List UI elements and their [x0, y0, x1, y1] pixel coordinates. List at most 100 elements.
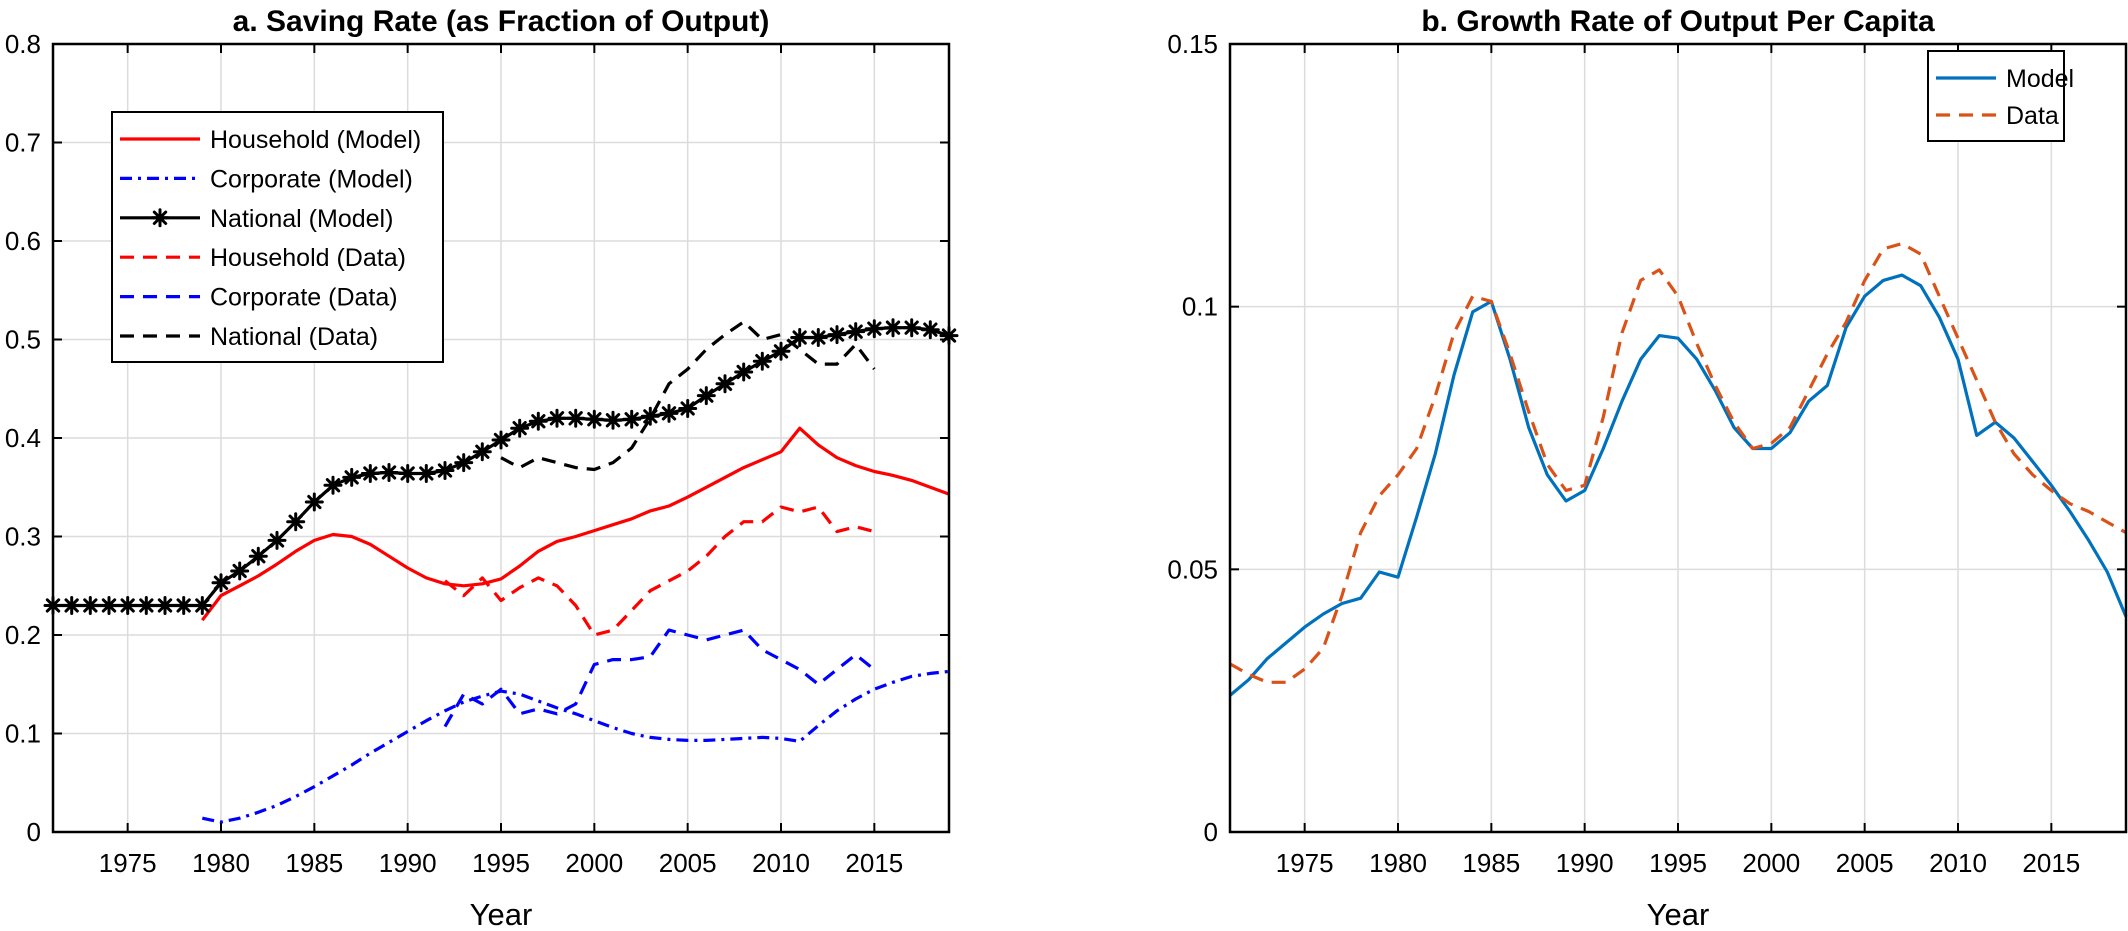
asterisk-marker [883, 318, 903, 338]
y-tick-label: 0.05 [1167, 554, 1218, 584]
y-tick-label: 0.8 [5, 29, 41, 59]
x-tick-label: 1995 [1649, 848, 1707, 878]
x-tick-label: 1980 [192, 848, 250, 878]
legend: Household (Model) Corporate (Model) Nation… [111, 111, 444, 363]
x-tick-label: 2000 [565, 848, 623, 878]
asterisk-marker [211, 573, 231, 593]
asterisk-marker [790, 328, 810, 347]
x-tick-label: 1990 [379, 848, 437, 878]
asterisk-marker [435, 461, 455, 480]
x-tick-label: 1975 [99, 848, 157, 878]
legend-box [111, 111, 444, 363]
x-tick-label: 2010 [752, 848, 810, 878]
series-line-5 [500, 320, 876, 472]
asterisk-marker [734, 362, 754, 382]
series-line-3 [444, 505, 875, 637]
x-tick-label: 1985 [1462, 848, 1520, 878]
x-tick-label: 1985 [285, 848, 343, 878]
asterisk-marker [920, 320, 940, 340]
asterisk-marker [136, 596, 156, 615]
x-tick-label: 1995 [472, 848, 530, 878]
y-tick-label: 0 [27, 817, 41, 847]
asterisk-marker [491, 430, 511, 450]
asterisk-marker [752, 351, 772, 371]
x-tick-label: 2010 [1929, 848, 1987, 878]
asterisk-marker [528, 411, 548, 431]
x-tick-label: 2005 [1836, 848, 1894, 878]
y-tick-label: 0.6 [5, 226, 41, 256]
asterisk-marker [342, 467, 362, 487]
asterisk-marker [286, 512, 306, 532]
x-tick-label: 1980 [1369, 848, 1427, 878]
asterisk-marker [150, 208, 170, 228]
asterisk-marker [510, 418, 530, 438]
asterisk-marker [902, 318, 922, 338]
chart-title: a. Saving Rate (as Fraction of Output) [233, 5, 770, 38]
asterisk-marker [360, 464, 380, 483]
asterisk-marker [808, 328, 828, 347]
asterisk-marker [659, 403, 679, 423]
asterisk-marker [174, 596, 194, 615]
x-tick-label: 1975 [1276, 848, 1334, 878]
x-tick-label: 2015 [845, 848, 903, 878]
asterisk-marker [696, 386, 716, 406]
legend-label: Corporate (Model) [210, 165, 413, 193]
asterisk-marker [248, 546, 268, 566]
asterisk-marker [99, 596, 119, 615]
y-tick-label: 0.5 [5, 325, 41, 355]
asterisk-marker [155, 596, 175, 615]
x-tick-label: 2000 [1742, 848, 1800, 878]
asterisk-marker [62, 596, 82, 615]
legend-label: National (Data) [210, 323, 378, 351]
asterisk-marker [416, 464, 436, 483]
series-line-0 [201, 426, 950, 622]
chart-title: b. Growth Rate of Output Per Capita [1421, 5, 1935, 38]
asterisk-marker [603, 410, 623, 430]
asterisk-marker [622, 409, 642, 429]
asterisk-marker [864, 319, 884, 339]
asterisk-marker [323, 475, 343, 495]
y-tick-label: 0.4 [5, 423, 41, 453]
asterisk-marker [584, 409, 604, 429]
asterisk-marker [678, 399, 698, 418]
series-line-1 [201, 669, 950, 824]
asterisk-marker [566, 408, 586, 428]
x-axis-label: Year [470, 897, 533, 931]
legend-label: Data [2006, 102, 2059, 130]
legend-label: National (Model) [210, 205, 393, 233]
legend-label: Household (Model) [210, 126, 421, 154]
legend: Model Data [1927, 50, 2074, 142]
asterisk-marker [771, 341, 791, 361]
y-tick-label: 0.1 [5, 719, 41, 749]
asterisk-marker [230, 561, 250, 581]
asterisk-marker [304, 492, 324, 512]
legend-label: Model [2006, 65, 2074, 93]
legend-box [1927, 50, 2065, 142]
x-tick-label: 2015 [2022, 848, 2080, 878]
series-line-4 [443, 628, 876, 728]
y-tick-label: 0.3 [5, 522, 41, 552]
series-line-0 [1228, 273, 2128, 697]
asterisk-marker [118, 596, 138, 615]
y-tick-label: 0.1 [1182, 292, 1218, 322]
asterisk-marker [398, 464, 418, 483]
legend-label: Corporate (Data) [210, 284, 398, 312]
y-tick-label: 0 [1204, 817, 1218, 847]
y-tick-label: 0.2 [5, 620, 41, 650]
y-tick-label: 0.7 [5, 128, 41, 158]
asterisk-marker [379, 463, 399, 482]
asterisk-marker [640, 406, 660, 426]
x-axis-label: Year [1647, 897, 1710, 931]
legend-label: Household (Data) [210, 244, 406, 272]
asterisk-marker [80, 596, 100, 615]
asterisk-marker [472, 442, 492, 462]
chart-panel-b: 1975 1980 1985 1990 1995 2000 2005 2010 2015 0 0.0… [1167, 5, 2128, 931]
asterisk-marker [192, 596, 212, 615]
x-tick-label: 2005 [659, 848, 717, 878]
chart-panel-a: 1975 1980 1985 1990 1995 2000 2005 2010 2015 0 0.1… [5, 5, 959, 931]
asterisk-marker [827, 325, 847, 345]
asterisk-marker [715, 374, 735, 394]
asterisk-marker [547, 408, 567, 428]
asterisk-marker [267, 530, 287, 550]
